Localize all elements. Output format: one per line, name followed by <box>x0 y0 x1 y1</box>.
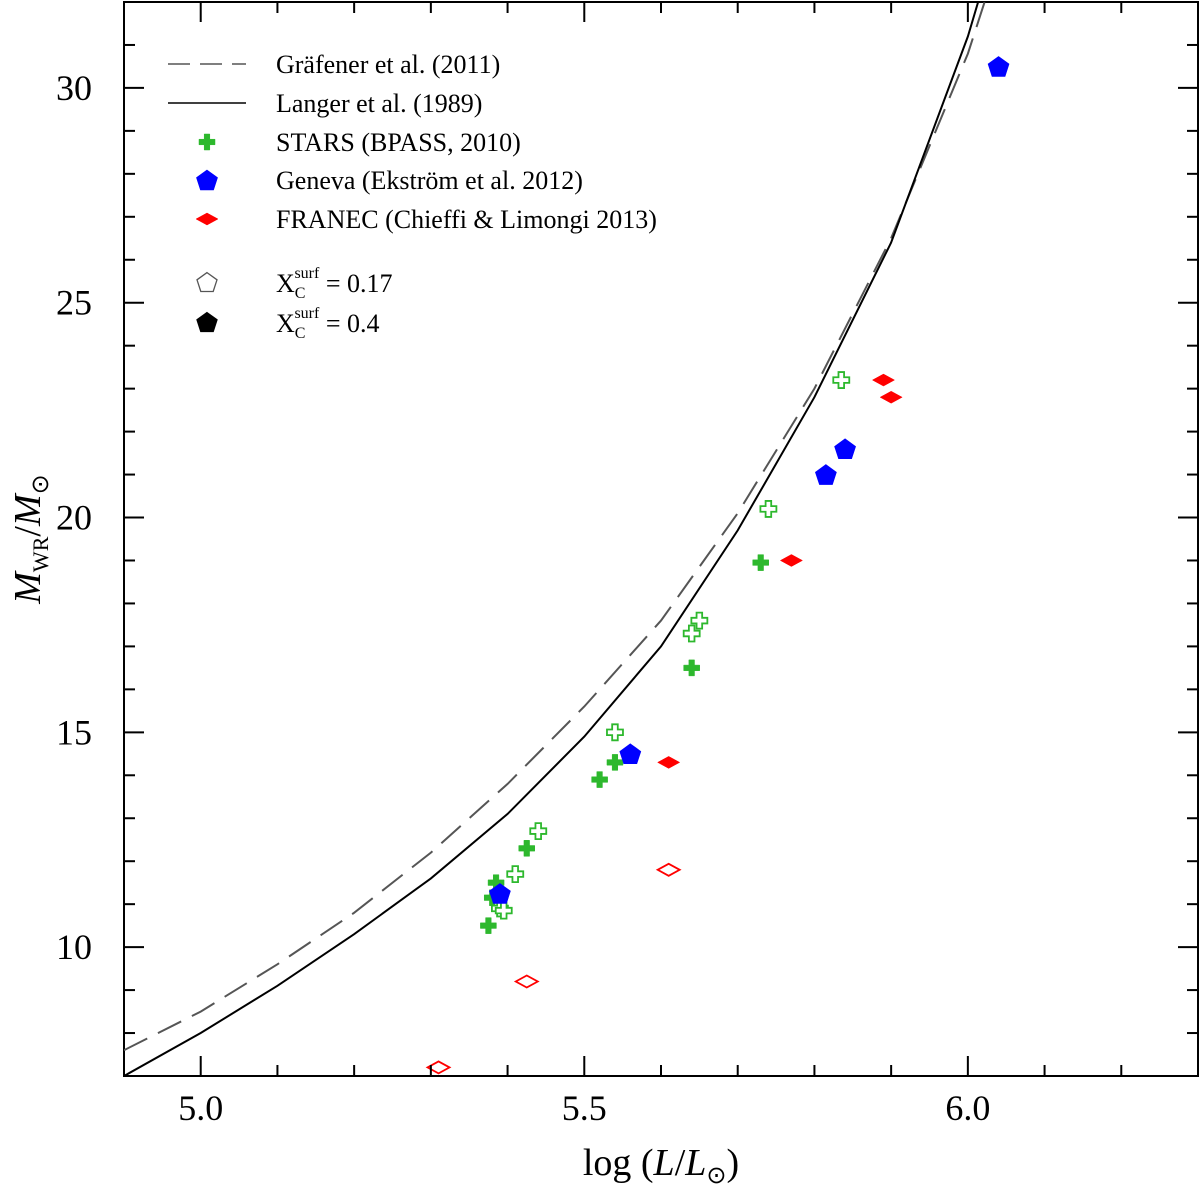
point-stars-filled <box>606 754 624 771</box>
x-axis-title-log: log ( <box>583 1142 654 1184</box>
y-tick-label: 30 <box>56 68 92 108</box>
fill-key-filled-swatch <box>196 311 218 333</box>
point-stars-filled <box>752 554 769 571</box>
x-axis-title-l: L <box>653 1142 675 1184</box>
legend-item-franec-swatch <box>195 212 219 226</box>
point-stars-open <box>529 822 548 841</box>
y-axis-title: MWR/M⊙ <box>7 474 54 604</box>
legend-item-geneva-swatch <box>196 169 218 191</box>
fill-key-filled-label: XCsurf = 0.4 <box>276 305 380 342</box>
point-geneva-filled <box>815 464 837 485</box>
point-stars-open <box>682 624 701 643</box>
y-axis-title-m: M <box>7 570 49 605</box>
legend-item-stars-swatch <box>198 133 216 151</box>
point-franec-filled <box>657 756 681 769</box>
x-tick-label: 5.5 <box>562 1088 607 1128</box>
x-tick-label: 5.0 <box>178 1088 223 1128</box>
y-axis-title-slash: / <box>7 526 49 537</box>
point-franec-open <box>513 974 540 989</box>
point-franec-filled <box>779 554 803 567</box>
point-franec-filled <box>871 373 895 387</box>
y-tick-label: 15 <box>56 712 92 752</box>
legend-item-geneva-label: Geneva (Ekström et al. 2012) <box>276 166 583 195</box>
y-tick-label: 20 <box>56 498 92 538</box>
x-axis-title-close: ) <box>727 1142 740 1184</box>
point-stars-open <box>690 611 709 630</box>
point-stars-open <box>759 500 778 518</box>
model-curves <box>124 2 986 1076</box>
y-axis-title-msun: M <box>7 492 49 527</box>
x-axis-title: log (L/L⊙) <box>583 1142 739 1188</box>
data-markers <box>425 56 1010 1075</box>
fill-key-open-label: XCsurf = 0.17 <box>276 265 393 302</box>
point-franec-filled <box>879 390 903 404</box>
point-stars-filled <box>518 840 535 857</box>
point-franec-open <box>655 862 682 877</box>
x-tick-label: 6.0 <box>945 1088 990 1128</box>
tick-labels: 5.0 5.5 6.0 10 15 20 25 30 <box>56 68 990 1128</box>
legend-item-franec-label: FRANEC (Chieffi & Limongi 2013) <box>276 205 657 234</box>
point-geneva-filled <box>987 56 1010 77</box>
legend-item-langer-label: Langer et al. (1989) <box>276 89 482 118</box>
point-stars-open <box>506 865 525 883</box>
y-tick-label: 25 <box>56 283 92 323</box>
y-tick-label: 10 <box>56 927 92 967</box>
fill-key-open-swatch <box>196 271 218 293</box>
y-axis-title-sun: ⊙ <box>26 474 54 494</box>
point-stars-filled <box>480 917 497 934</box>
legend-item-gr-label: Gräfener et al. (2011) <box>276 50 500 79</box>
curve-langer-et-al-1989 <box>124 2 980 1076</box>
point-stars-open <box>494 901 513 920</box>
plot-frame <box>123 1 1199 1077</box>
point-stars-open <box>606 723 624 742</box>
point-stars-filled <box>683 659 700 677</box>
x-axis-title-lsun: L <box>684 1142 706 1184</box>
point-franec-open <box>425 1060 452 1075</box>
point-stars-filled <box>591 771 608 788</box>
curve-gr-fener-et-al-2011 <box>124 2 986 1052</box>
legend: Gräfener et al. (2011) Langer et al. (198… <box>168 50 657 342</box>
point-geneva-filled <box>489 883 511 904</box>
legend-item-stars-label: STARS (BPASS, 2010) <box>276 128 521 157</box>
axis-ticks <box>124 2 1198 1076</box>
y-axis-title-sub: WR <box>28 536 53 572</box>
point-geneva-filled <box>834 438 856 460</box>
x-axis-title-sun: ⊙ <box>706 1161 726 1188</box>
point-geneva-filled <box>619 743 642 765</box>
x-axis-title-slash: / <box>675 1142 686 1184</box>
point-stars-open <box>832 371 851 389</box>
